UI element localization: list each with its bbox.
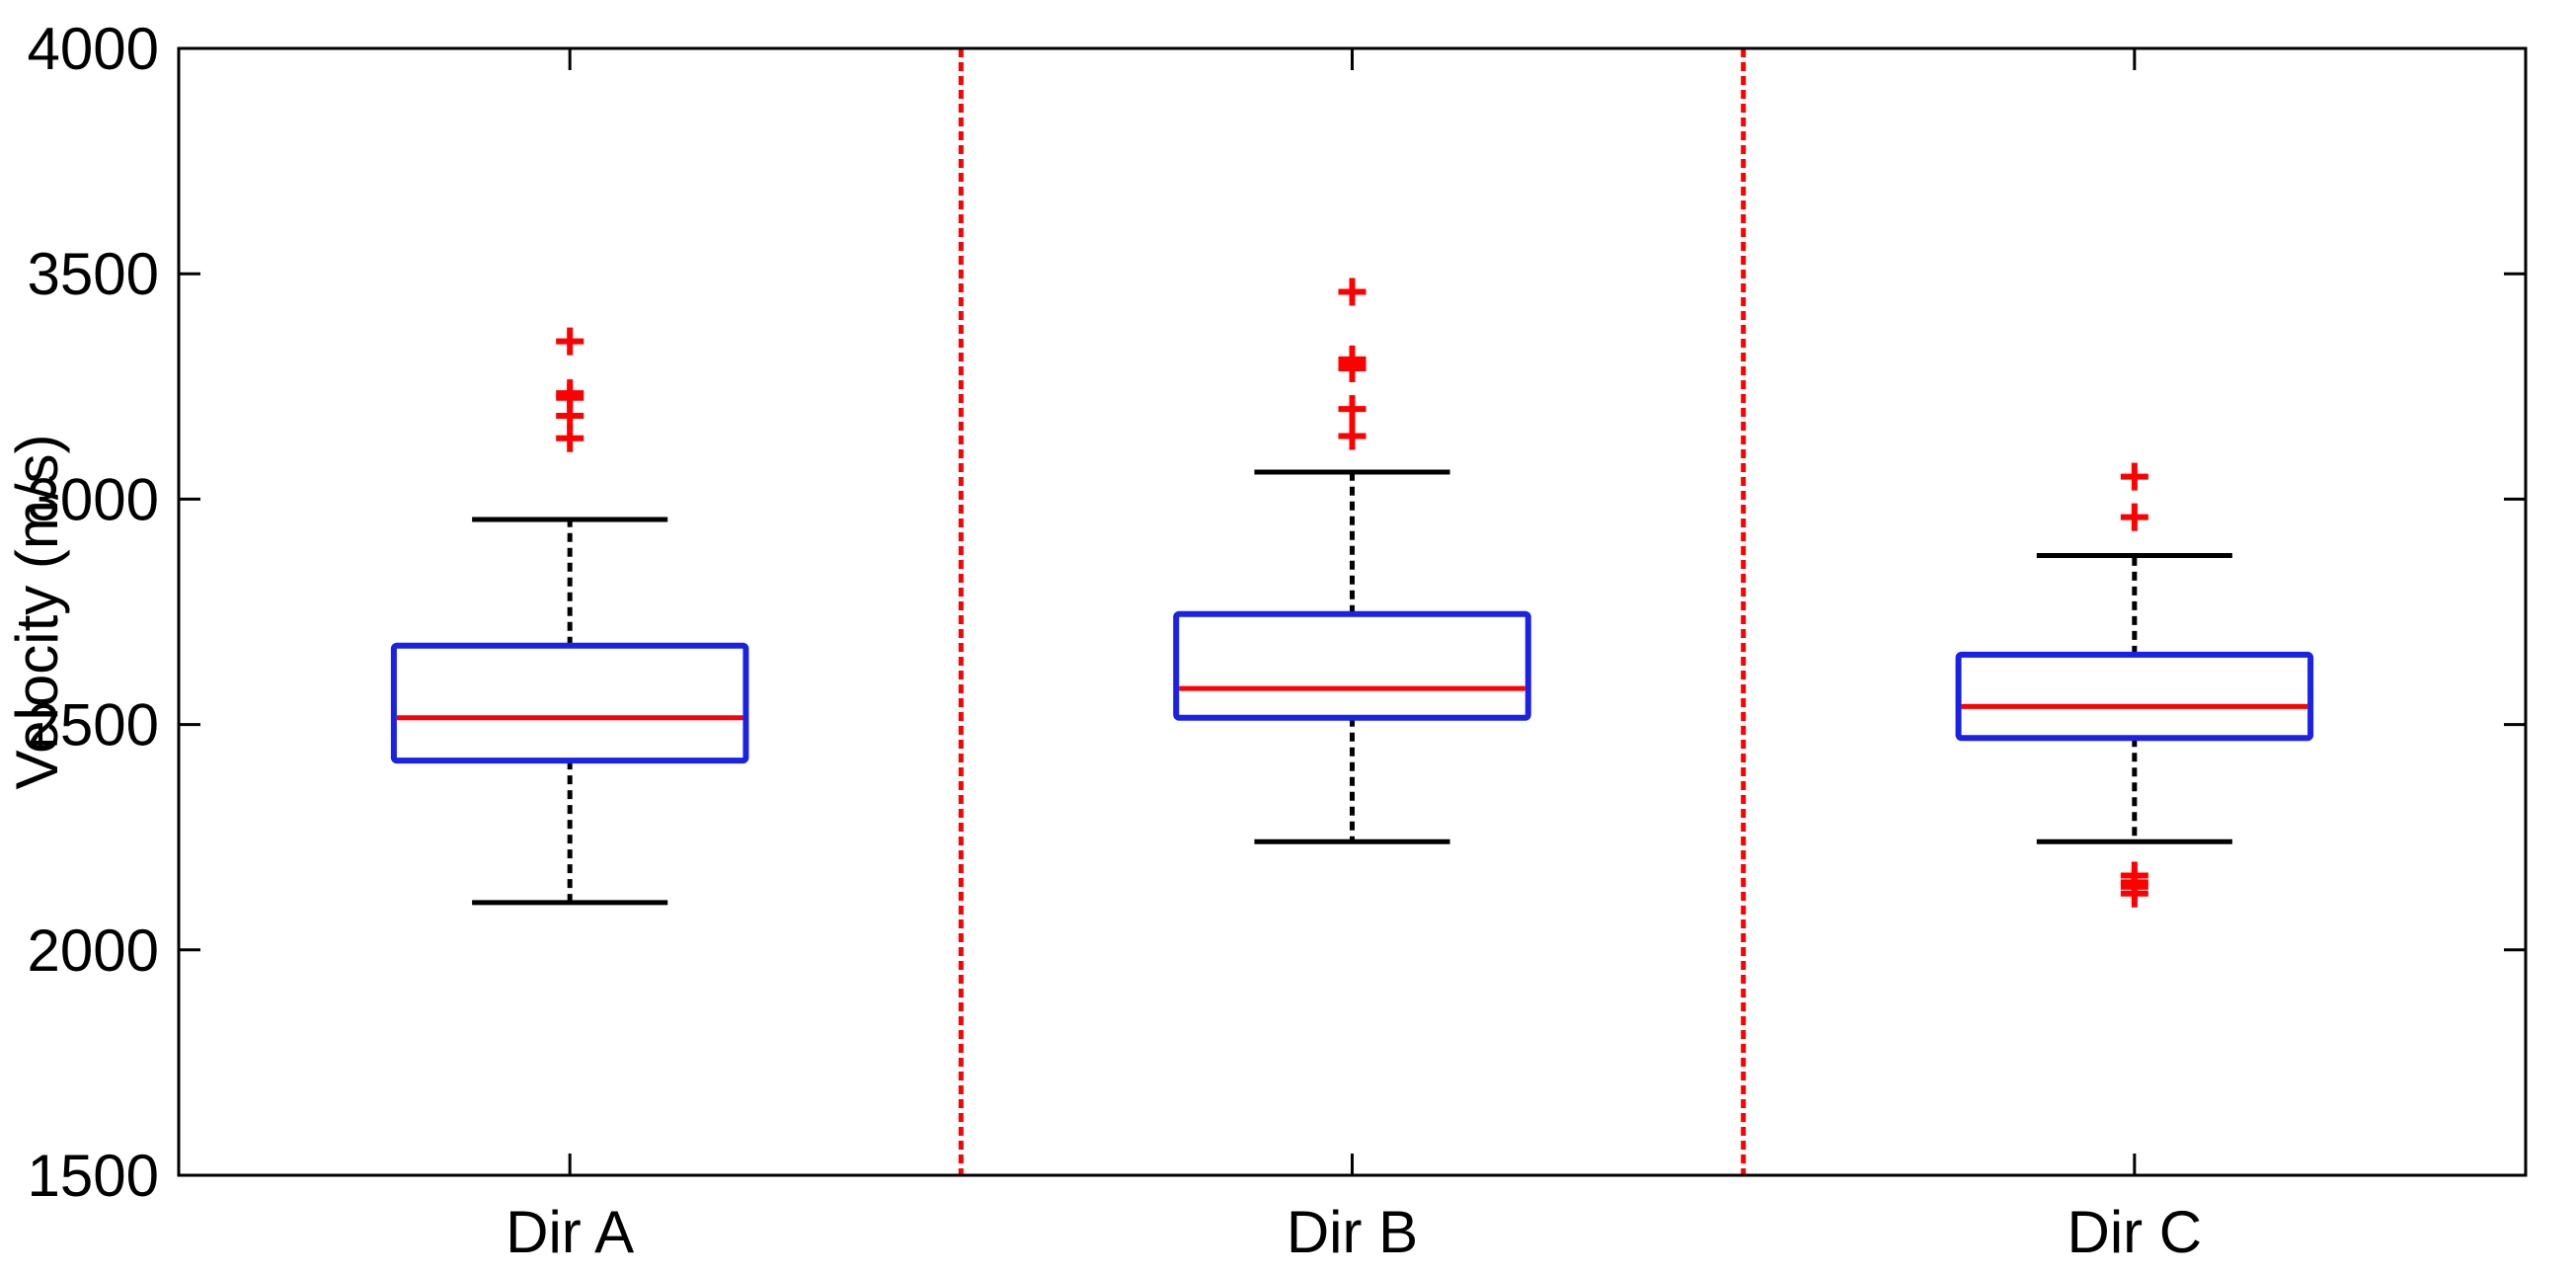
box-group — [390, 327, 749, 906]
x-tick-label: Dir B — [1287, 1199, 1418, 1265]
x-axis: Dir A Dir B Dir C — [506, 48, 2202, 1265]
outlier-marker — [2120, 861, 2148, 890]
iqr-box — [1173, 610, 1531, 721]
outlier-marker — [2120, 462, 2148, 491]
outlier-marker — [1338, 395, 1366, 424]
y-axis: 1500 2000 2500 3000 3500 4000 — [28, 16, 2526, 1209]
box-group — [1173, 278, 1531, 844]
outlier-marker — [556, 379, 585, 408]
iqr-box — [390, 642, 749, 764]
iqr-box — [1955, 651, 2314, 742]
box-series — [390, 278, 2314, 908]
y-tick-label: 4000 — [28, 16, 159, 82]
x-tick-label: Dir A — [506, 1199, 634, 1265]
outlier-marker — [556, 327, 585, 356]
y-axis-title: Velocity (m/s) — [4, 434, 70, 789]
y-tick-label: 2500 — [28, 692, 159, 758]
box-group — [1955, 462, 2314, 908]
y-tick-label: 3500 — [28, 241, 159, 307]
outlier-marker — [2120, 503, 2148, 531]
x-tick-label: Dir C — [2068, 1199, 2203, 1265]
outlier-marker — [1338, 345, 1366, 373]
outlier-marker — [1338, 278, 1366, 306]
y-tick-label: 3000 — [28, 466, 159, 532]
outlier-marker — [1338, 422, 1366, 450]
group-separators — [958, 48, 1747, 1175]
y-tick-label: 1500 — [28, 1143, 159, 1209]
y-tick-label: 2000 — [28, 917, 159, 984]
